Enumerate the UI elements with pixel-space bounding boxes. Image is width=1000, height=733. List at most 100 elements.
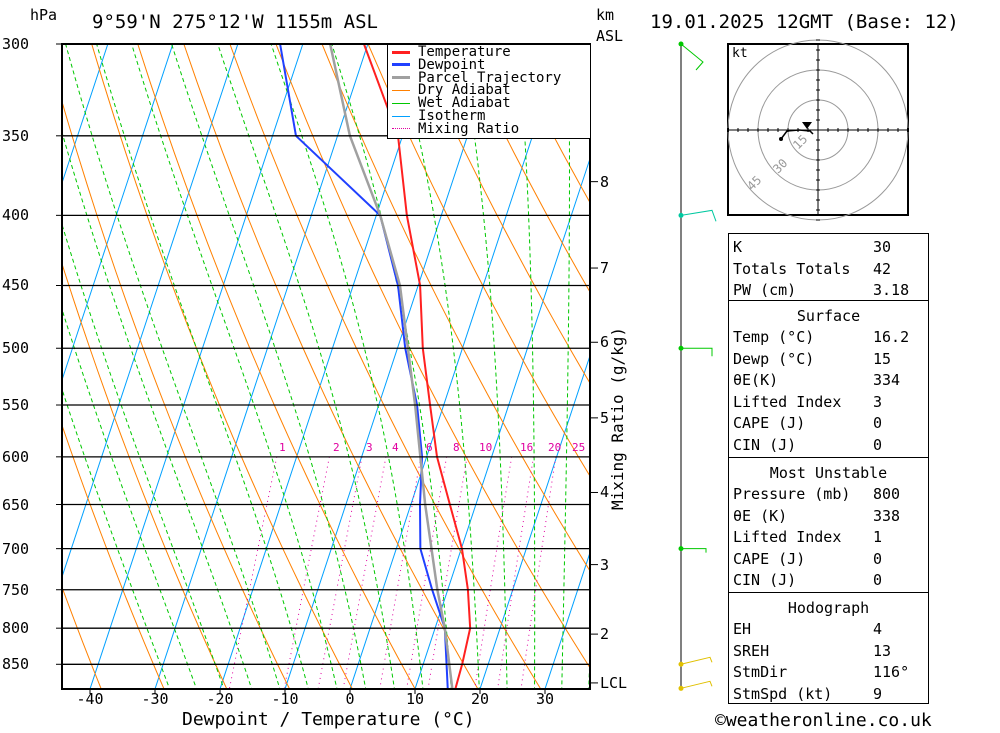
table-row-value: 0: [873, 414, 883, 433]
mixing-ratio-label: 10: [479, 441, 493, 454]
mixing-ratio-label: 25: [572, 441, 586, 454]
isotherm-line: [89, 44, 304, 689]
table-row-value: 116°: [873, 663, 910, 682]
wind-barb-icon: [681, 548, 707, 553]
table-row-label: θE(K): [733, 371, 779, 390]
hpa-label: hPa: [30, 6, 58, 24]
plot-frame: [61, 43, 591, 690]
isotherm-line: [154, 44, 369, 689]
wet-adiabat-line: [561, 44, 570, 689]
table-row-label: Temp (°C): [733, 328, 815, 346]
table-row-label: CIN (J): [733, 571, 797, 590]
pressure-tick-label: 600: [2, 447, 30, 466]
location-title: 9°59'N 275°12'W 1155m ASL: [92, 11, 378, 33]
pressure-tick-label: 500: [2, 339, 30, 358]
mixing-ratio-line: [474, 456, 513, 689]
table-row-value: 0: [873, 571, 883, 590]
wet-adiabat-line: [217, 44, 395, 689]
pressure-tick-label: 850: [2, 655, 30, 674]
table-row-value: 30: [873, 238, 892, 256]
table-row-value: 4: [873, 620, 883, 638]
km-tick-label: 6: [600, 333, 610, 352]
wet-adiabat-line: [62, 130, 253, 689]
legend-label: Dewpoint: [418, 56, 486, 73]
x-axis-label: Dewpoint / Temperature (°C): [182, 709, 475, 730]
temperature-tick-label: 20: [470, 690, 490, 708]
legend-item: Wet Adiabat: [392, 95, 511, 112]
table-row-value: 16.2: [873, 328, 910, 346]
table-row-label: CAPE (J): [733, 549, 806, 568]
km-tick-label: 3: [600, 555, 610, 574]
dry-adiabat-line: [91, 44, 353, 689]
isotherm-line: [284, 44, 499, 689]
most-unstable-table: Most Unstable Pressure (mb) 800 θE (K) 338 Li…: [728, 457, 929, 594]
temperature-tick-label: -10: [271, 690, 299, 708]
mixing-ratio-line: [317, 456, 363, 689]
dry-adiabat-line: [967, 44, 1000, 698]
table-title: Surface: [796, 307, 861, 325]
mixing-ratio-label: 6: [426, 441, 433, 454]
table-row-value: 334: [873, 371, 901, 390]
mixing-ratio-label: 20: [548, 441, 562, 454]
table-title: Most Unstable: [769, 464, 888, 482]
temperature-tick-label: -20: [206, 690, 234, 708]
isotherm-line: [414, 157, 590, 689]
table-row-value: 13: [873, 641, 892, 660]
legend-swatch: [392, 50, 410, 54]
mixing-ratio-label: 3: [366, 441, 373, 454]
hodograph-table: Hodograph EH 4 SREH 13 StmDir 116° StmSpd (kt) 9: [728, 592, 929, 704]
wet-adiabat-line: [96, 44, 309, 689]
dewpoint-line: [279, 44, 449, 689]
hodograph-unit: kt: [732, 46, 748, 61]
legend-item: Dewpoint: [392, 56, 486, 73]
wind-barb-icon: [680, 680, 713, 689]
table-row-label: CIN (J): [733, 436, 797, 454]
legend-item: Dry Adiabat: [392, 83, 511, 97]
table-row-value: 3.18: [873, 281, 910, 300]
mixing-ratio-label: 2: [333, 441, 340, 454]
mixing-ratio-axis-label: Mixing Ratio (g/kg): [608, 326, 627, 510]
pressure-tick-label: 750: [2, 580, 30, 599]
km-tick-label: 5: [600, 408, 610, 427]
table-row-value: 3: [873, 392, 883, 411]
legend-label: Wet Adiabat: [418, 95, 511, 112]
isotherm-line: [62, 44, 239, 579]
temperature-tick-label: -40: [76, 690, 104, 708]
dry-adiabat-line: [62, 262, 228, 689]
mixing-ratio-line: [228, 456, 278, 689]
pressure-tick-label: 350: [2, 126, 30, 145]
indices-table: K 30 Totals Totals 42 PW (cm) 3.18: [728, 233, 929, 302]
table-row-label: PW (cm): [733, 281, 797, 300]
km-label: km: [596, 6, 615, 24]
credit: ©weatheronline.co.uk: [715, 710, 932, 731]
pressure-tick-label: 400: [2, 206, 30, 225]
table-row-label: Dewp (°C): [733, 349, 815, 368]
pressure-tick-label: 450: [2, 276, 30, 295]
table-row-label: CAPE (J): [733, 414, 806, 433]
mixing-ratio-line: [342, 456, 387, 689]
table-row-value: 0: [873, 549, 883, 568]
legend-label: Parcel Trajectory: [418, 69, 562, 86]
legend-swatch: [392, 63, 410, 67]
legend-item: Parcel Trajectory: [392, 69, 562, 86]
table-row-label: SREH: [733, 641, 770, 660]
legend-item: Mixing Ratio: [392, 122, 519, 136]
dry-adiabat-line: [137, 44, 416, 689]
temperature-line: [363, 44, 472, 689]
km-tick-label: 7: [600, 259, 610, 278]
isotherm-line: [349, 44, 564, 689]
mixing-ratio-label: 8: [453, 441, 460, 454]
legend: Temperature Dewpoint Parcel Trajectory Dry …: [387, 44, 591, 139]
pressure-tick-label: 800: [2, 619, 30, 638]
dry-adiabat-line: [229, 44, 542, 689]
mixing-ratio-label: 4: [392, 441, 399, 454]
table-row-value: 338: [873, 506, 901, 525]
hodograph-trace: [780, 129, 814, 140]
legend-swatch: [392, 76, 410, 80]
pressure-tick-label: 300: [2, 35, 30, 53]
legend-swatch: [392, 102, 410, 104]
wind-barb-icon: [680, 656, 713, 665]
dry-adiabat-line: [921, 44, 1000, 698]
